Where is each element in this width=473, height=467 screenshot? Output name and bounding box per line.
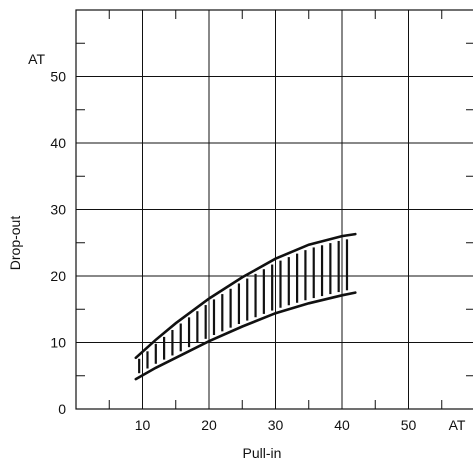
y-tick-label: 20 [50, 268, 66, 284]
y-tick-label: 50 [50, 69, 66, 85]
x-tick-labels: 10 20 30 40 50 [135, 417, 417, 433]
hatching [138, 239, 349, 374]
plot-frame [75, 9, 473, 410]
y-axis-label: Drop-out [7, 216, 23, 271]
x-tick-label: 10 [135, 417, 151, 433]
grid [76, 10, 473, 409]
x-tick-label: 20 [201, 417, 217, 433]
y-unit-label: AT [28, 51, 45, 67]
x-tick-label: 50 [401, 417, 417, 433]
upper-boundary-line [134, 232, 357, 360]
y-tick-label: 40 [50, 135, 66, 151]
x-tick-label: 30 [268, 417, 284, 433]
y-tick-label: 0 [58, 401, 66, 417]
x-tick-label: 40 [334, 417, 350, 433]
x-unit-label: AT [449, 417, 466, 433]
y-tick-label: 30 [50, 202, 66, 218]
y-tick-labels: 0 10 20 30 40 50 [50, 69, 66, 418]
series-lines [134, 232, 357, 381]
y-tick-label: 10 [50, 335, 66, 351]
x-axis-label: Pull-in [243, 445, 282, 461]
lower-boundary-line [134, 291, 357, 381]
minor-ticks [76, 10, 473, 409]
